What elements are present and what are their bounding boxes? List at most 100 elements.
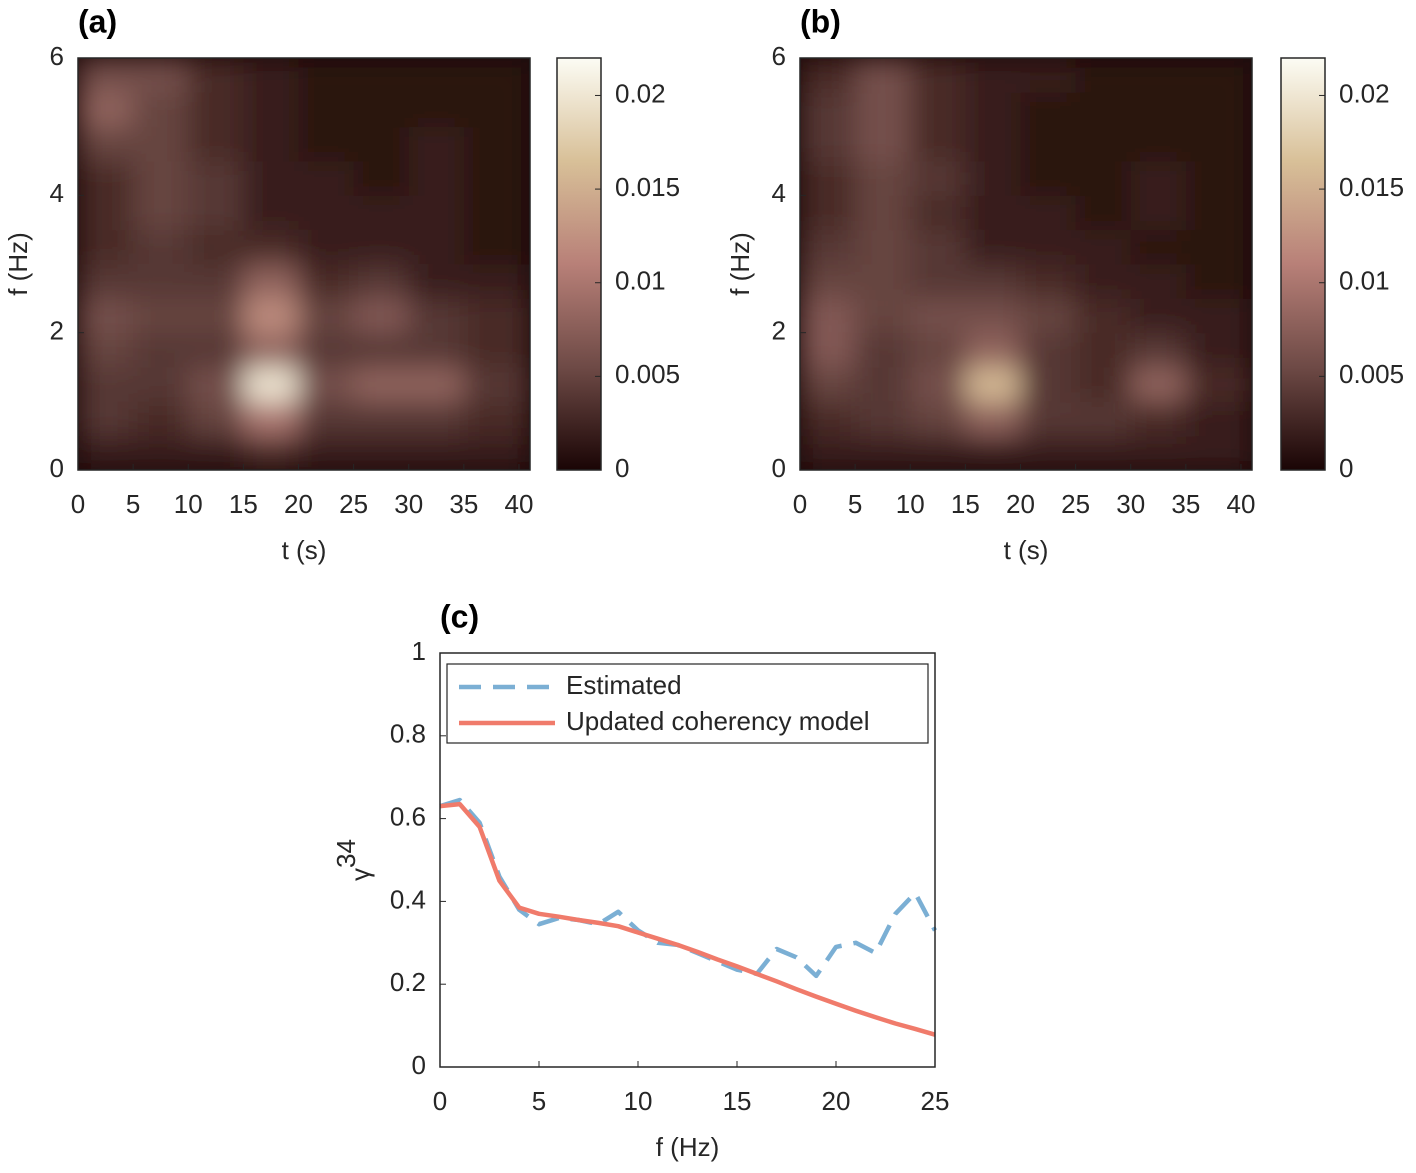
heatmap-cell: [855, 58, 911, 93]
heatmap-cell: [133, 435, 189, 470]
heatmap-cell: [1020, 435, 1077, 470]
heatmap-cell: [408, 401, 465, 437]
heatmap-cell: [1020, 229, 1077, 265]
series-line: [439, 801, 936, 1037]
heatmap-cell: [855, 92, 911, 128]
heatmap-cell: [353, 332, 410, 368]
y-axis-label-base: γ: [345, 868, 375, 881]
heatmap-cell: [1130, 367, 1187, 402]
heatmap-cell: [910, 332, 966, 368]
heatmap-cell: [78, 195, 134, 231]
y-axis-label: f (Hz): [3, 232, 33, 296]
heatmap-cell: [298, 229, 355, 265]
heatmap-cell: [910, 401, 966, 437]
heatmap-cell: [133, 92, 189, 128]
heatmap-cell: [910, 367, 966, 402]
y-tick-label: 0.6: [390, 801, 426, 831]
heatmap-cell: [133, 401, 189, 437]
heatmap-cell: [243, 195, 299, 231]
heatmap-cell: [463, 126, 530, 162]
x-tick-label: 5: [848, 489, 862, 519]
heatmap-cell: [855, 367, 911, 402]
heatmap-cell: [188, 332, 244, 368]
heatmap-cell: [800, 58, 856, 93]
heatmap-cell: [463, 367, 530, 402]
heatmap-cell: [1185, 229, 1252, 265]
heatmap: [800, 58, 1252, 470]
y-tick-label: 2: [50, 316, 64, 346]
y-tick-label: 0: [50, 453, 64, 483]
heatmap-cell: [1075, 401, 1132, 437]
colorbar-tick-label: 0.01: [1339, 266, 1390, 296]
heatmap-cell: [243, 264, 299, 299]
heatmap-cell: [188, 58, 244, 93]
heatmap-cell: [965, 195, 1021, 231]
heatmap-cell: [78, 298, 134, 334]
heatmap-cell: [408, 264, 465, 299]
heatmap-cell: [855, 332, 911, 368]
heatmap-cell: [408, 92, 465, 128]
heatmap-cell: [188, 229, 244, 265]
heatmap-cell: [408, 298, 465, 334]
x-axis-label: f (Hz): [656, 1132, 720, 1162]
legend-label: Updated coherency model: [566, 706, 870, 736]
colorbar-tick-label: 0.015: [1339, 172, 1404, 202]
heatmap-cell: [1130, 161, 1187, 196]
heatmap-cell: [78, 367, 134, 402]
heatmap-cell: [353, 92, 410, 128]
heatmap-cell: [800, 195, 856, 231]
heatmap-cell: [298, 161, 355, 196]
y-tick-label: 0.4: [390, 884, 426, 914]
heatmap-cell: [188, 401, 244, 437]
y-tick-label: 0.8: [390, 719, 426, 749]
heatmap-cell: [408, 367, 465, 402]
heatmap-cell: [910, 92, 966, 128]
heatmap-cells: [78, 58, 530, 470]
heatmap-cell: [78, 401, 134, 437]
heatmap-cell: [353, 298, 410, 334]
heatmap-cell: [965, 401, 1021, 437]
heatmap: [78, 58, 530, 470]
heatmap-cell: [243, 435, 299, 470]
heatmap-cell: [463, 435, 530, 470]
series-line: [439, 797, 937, 979]
heatmap-cell: [910, 161, 966, 196]
heatmap-cell: [965, 435, 1021, 470]
heatmap-cell: [78, 264, 134, 299]
heatmap-cell: [910, 229, 966, 265]
heatmap-cell: [965, 298, 1021, 334]
heatmap-cell: [463, 58, 530, 93]
heatmap-cell: [133, 332, 189, 368]
heatmap-cell: [353, 126, 410, 162]
heatmap-cell: [243, 401, 299, 437]
heatmap-cell: [965, 161, 1021, 196]
heatmap-cell: [1020, 264, 1077, 299]
heatmap-cell: [298, 332, 355, 368]
heatmap-cell: [133, 367, 189, 402]
heatmap-cell: [1185, 92, 1252, 128]
heatmap-cell: [188, 264, 244, 299]
heatmap-cell: [298, 435, 355, 470]
y-axis-label-superscript: 34: [331, 839, 361, 868]
heatmap-cell: [800, 332, 856, 368]
heatmap-cell: [408, 195, 465, 231]
heatmap-cell: [965, 332, 1021, 368]
x-tick-label: 15: [951, 489, 980, 519]
heatmap-cell: [78, 92, 134, 128]
heatmap-cell: [408, 435, 465, 470]
heatmap-cell: [1185, 298, 1252, 334]
colorbar-tick-label: 0.005: [615, 359, 680, 389]
heatmap-cell: [243, 229, 299, 265]
heatmap-cell: [1130, 126, 1187, 162]
heatmap-cell: [408, 126, 465, 162]
colorbar: [1280, 57, 1326, 471]
heatmap-cell: [353, 195, 410, 231]
heatmap-cell: [298, 264, 355, 299]
heatmap-cell: [1020, 195, 1077, 231]
heatmap-cell: [298, 58, 355, 93]
heatmap-cell: [463, 92, 530, 128]
heatmap-cell: [188, 367, 244, 402]
axes-box: [799, 57, 1253, 471]
heatmap-cell: [1185, 264, 1252, 299]
heatmap-cell: [1130, 92, 1187, 128]
